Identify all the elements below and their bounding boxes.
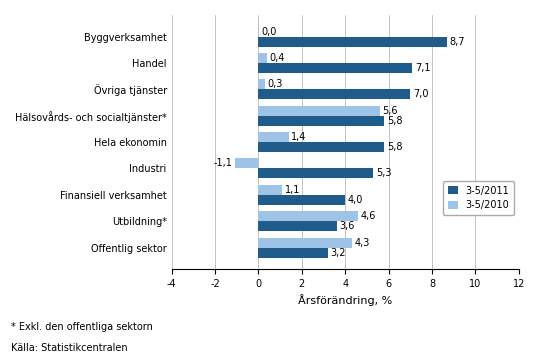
Text: 5,8: 5,8 (387, 116, 402, 126)
Bar (259, 53, 267, 63)
Bar (259, 63, 413, 73)
Bar (259, 237, 352, 247)
Bar (259, 185, 282, 195)
Text: Källa: Statistikcentralen: Källa: Statistikcentralen (11, 343, 127, 353)
Text: 0,3: 0,3 (267, 79, 283, 89)
Bar (259, 142, 384, 152)
Text: * Exkl. den offentliga sektorn: * Exkl. den offentliga sektorn (11, 322, 153, 332)
Bar (259, 116, 384, 126)
Text: 5,6: 5,6 (382, 106, 398, 116)
Text: 4,3: 4,3 (354, 237, 370, 247)
Text: 3,2: 3,2 (330, 247, 346, 257)
Bar (259, 211, 358, 221)
Text: 1,4: 1,4 (292, 132, 307, 142)
Text: 1,1: 1,1 (285, 185, 300, 195)
Bar (259, 247, 328, 257)
Text: 5,8: 5,8 (387, 142, 402, 152)
Bar (259, 132, 289, 142)
Text: 0,4: 0,4 (269, 53, 285, 63)
Text: 5,3: 5,3 (376, 169, 392, 178)
Text: 4,6: 4,6 (361, 211, 376, 221)
Bar (259, 169, 374, 178)
Text: 7,1: 7,1 (415, 63, 430, 73)
Text: 8,7: 8,7 (450, 36, 465, 46)
Bar (234, 159, 259, 169)
Bar (259, 221, 336, 231)
Bar (259, 195, 345, 205)
Bar (259, 79, 265, 89)
Bar (259, 106, 380, 116)
Bar (259, 89, 410, 99)
Text: 4,0: 4,0 (348, 195, 363, 205)
Text: 7,0: 7,0 (413, 89, 428, 99)
Text: 3,6: 3,6 (339, 221, 355, 231)
Text: 0,0: 0,0 (261, 26, 276, 36)
X-axis label: Årsförändring, %: Årsförändring, % (298, 295, 393, 306)
Text: -1,1: -1,1 (213, 159, 232, 169)
Bar (259, 36, 447, 47)
Legend: 3-5/2011, 3-5/2010: 3-5/2011, 3-5/2010 (443, 181, 514, 215)
